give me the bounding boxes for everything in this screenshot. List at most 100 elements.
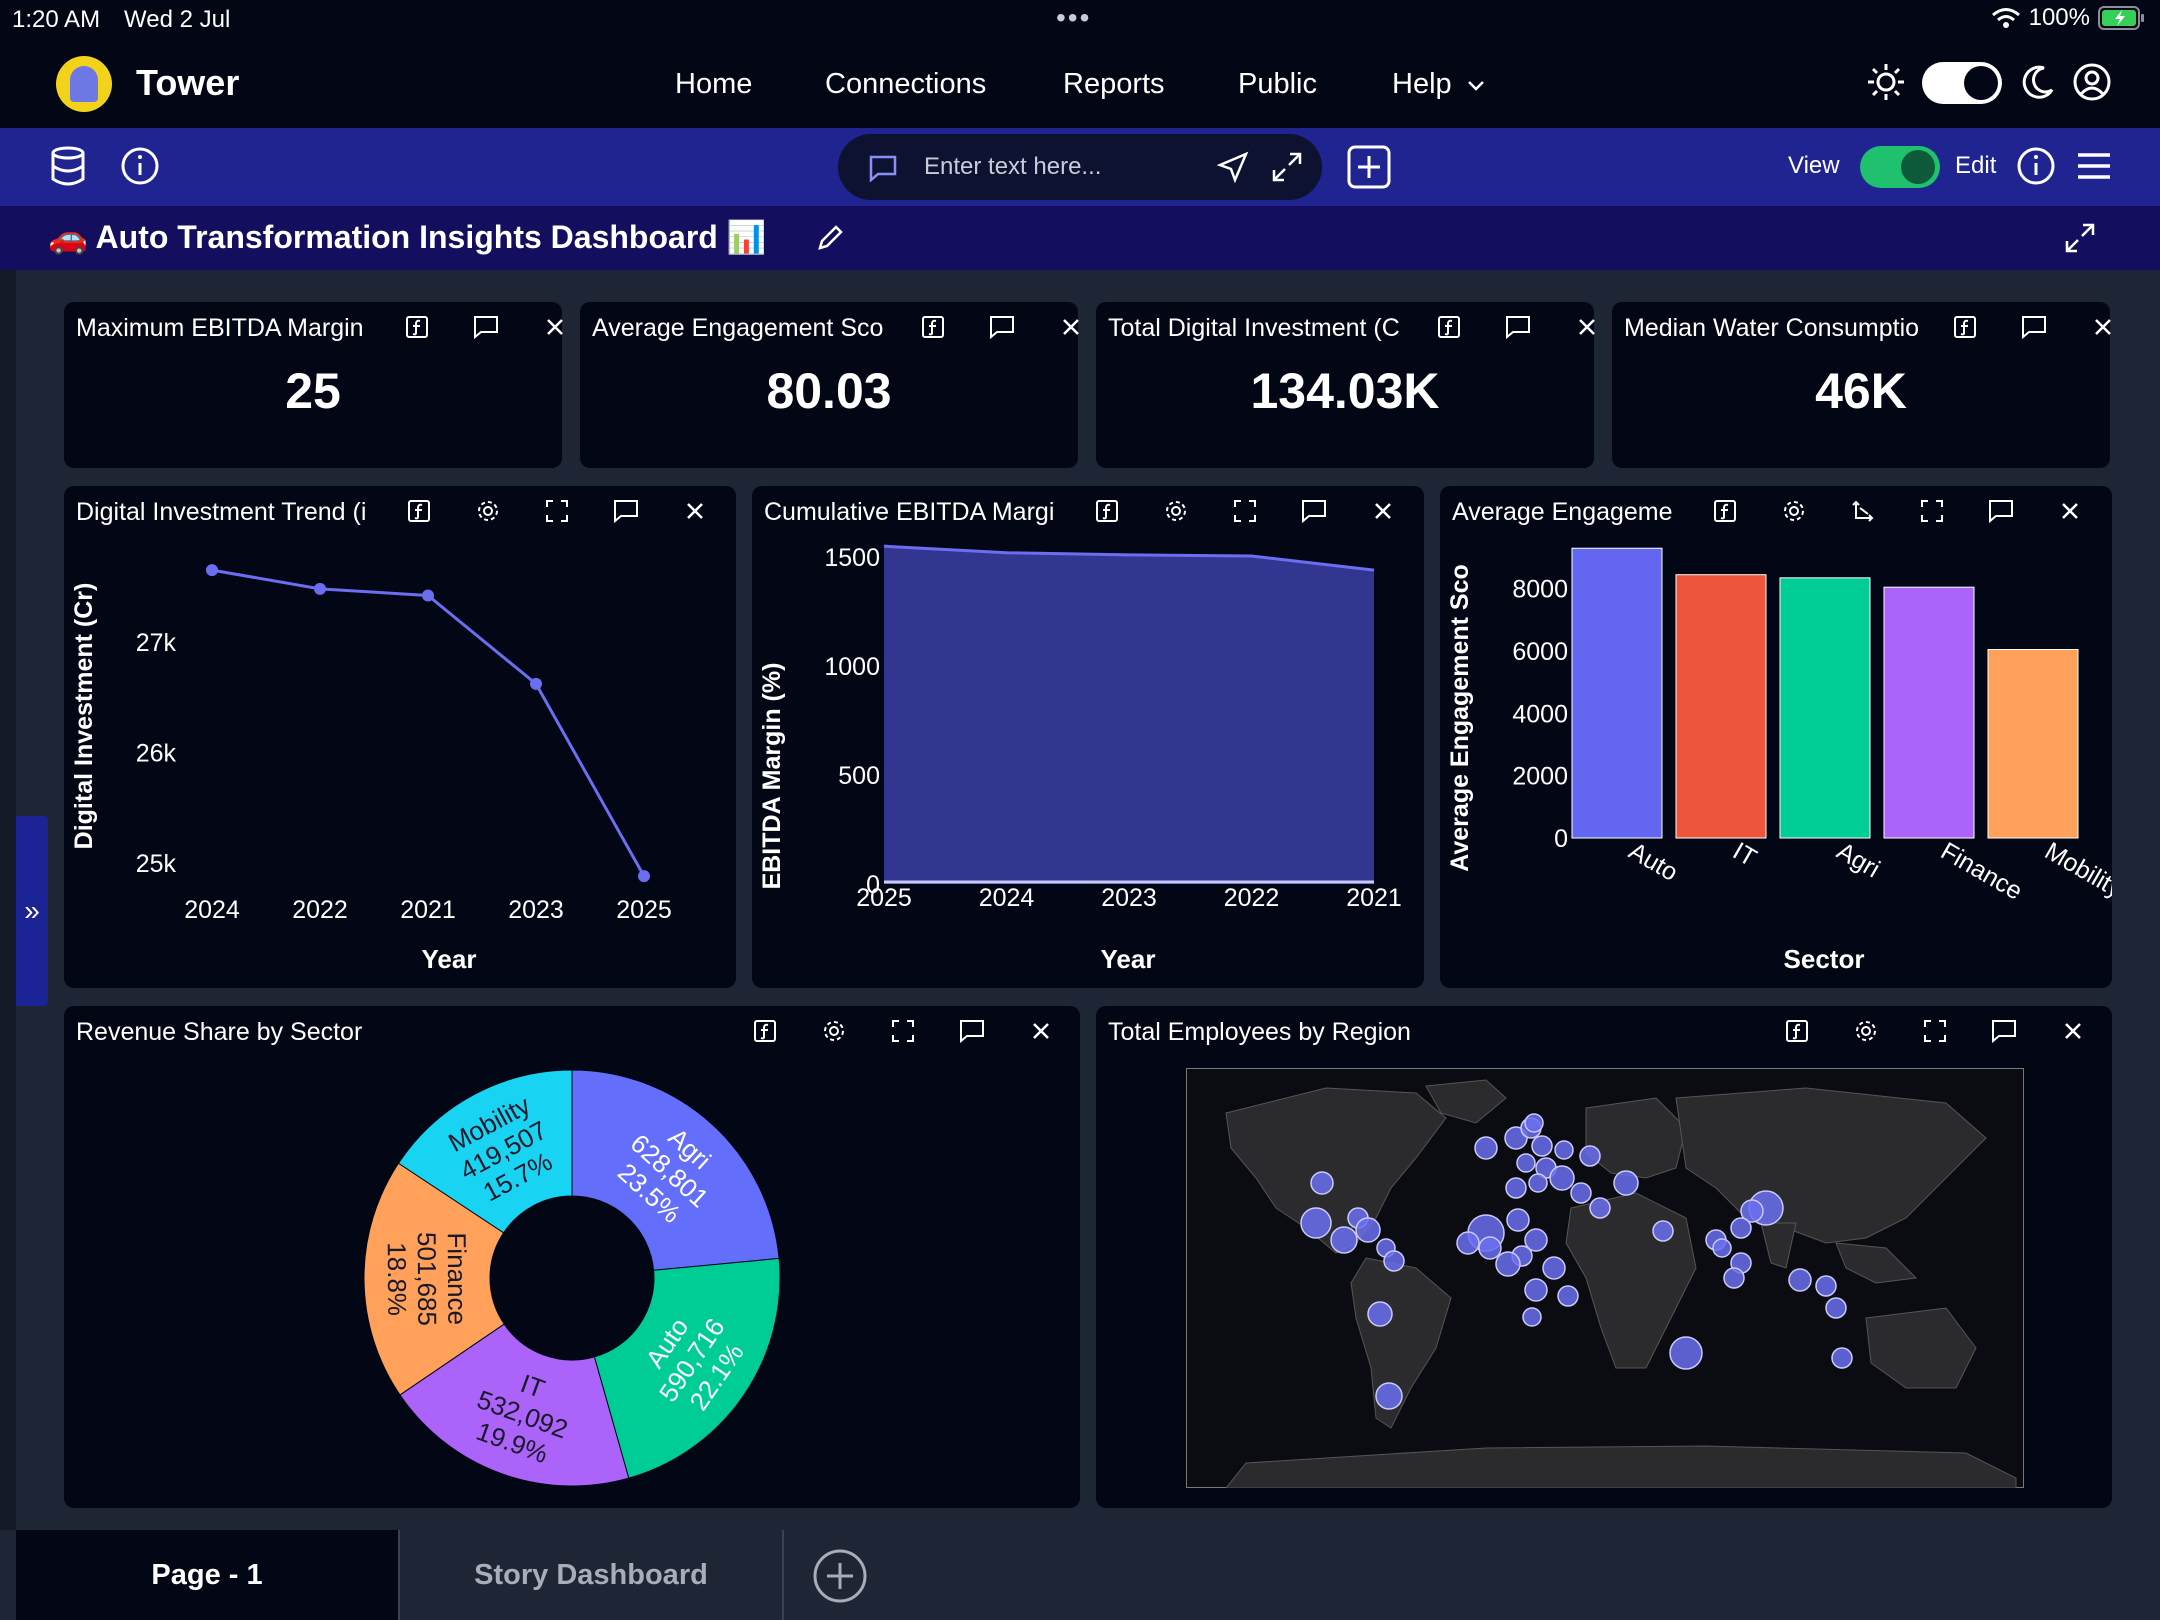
formula-icon[interactable] xyxy=(1950,312,1980,342)
info-icon[interactable] xyxy=(120,146,160,186)
kpi-card-avg-engagement: Average Engagement Sco 80.03 xyxy=(580,302,1079,468)
formula-icon[interactable] xyxy=(1782,1016,1812,1046)
sidebar-expand-handle[interactable]: » xyxy=(16,816,48,1006)
tab-page-1[interactable]: Page - 1 xyxy=(16,1530,400,1620)
edit-pencil-icon[interactable] xyxy=(814,222,846,254)
x-tick-label: Auto xyxy=(1624,837,1683,887)
chat-bubble-icon xyxy=(869,155,897,182)
x-tick-label: IT xyxy=(1728,837,1761,872)
bar xyxy=(1675,574,1767,839)
data-point xyxy=(638,870,650,883)
y-tick-label: 6000 xyxy=(1512,638,1568,666)
chart-title: Average Engageme xyxy=(1452,498,1673,526)
x-tick-label: 2022 xyxy=(292,896,348,924)
maximize-icon[interactable] xyxy=(1230,496,1260,526)
formula-icon[interactable] xyxy=(1434,312,1464,342)
x-tick-label: 2022 xyxy=(1224,884,1280,912)
comment-icon[interactable] xyxy=(1503,312,1533,342)
area-chart: EBITDA Margin (%) Year 0 500 1000 1500 2025 2… xyxy=(758,544,1402,974)
maximize-icon[interactable] xyxy=(888,1016,918,1046)
close-icon[interactable] xyxy=(2055,496,2085,526)
nav-help[interactable]: Help xyxy=(1392,68,1486,101)
comment-icon[interactable] xyxy=(987,312,1017,342)
kpi-title: Total Digital Investment (C xyxy=(1108,314,1400,342)
slice-label: 18.8% xyxy=(382,1242,412,1316)
x-axis-label: Year xyxy=(422,944,477,974)
formula-icon[interactable] xyxy=(750,1016,780,1046)
y-tick-label: 8000 xyxy=(1512,576,1568,604)
sun-icon[interactable] xyxy=(1866,62,1906,102)
close-icon[interactable] xyxy=(1368,496,1398,526)
formula-icon[interactable] xyxy=(1092,496,1122,526)
x-tick-label: 2021 xyxy=(1346,884,1402,912)
comment-icon[interactable] xyxy=(1299,496,1329,526)
kpi-title: Median Water Consumptio xyxy=(1624,314,1920,342)
maximize-icon[interactable] xyxy=(542,496,572,526)
bar xyxy=(1987,648,2079,839)
comment-icon[interactable] xyxy=(1986,496,2016,526)
line-chart: Digital Investment (Cr) Year 25k 26k 27k 20… xyxy=(70,564,672,974)
nav-home[interactable]: Home xyxy=(675,68,753,100)
comment-icon[interactable] xyxy=(2019,312,2049,342)
gear-icon[interactable] xyxy=(1851,1016,1881,1046)
x-axis-label: Sector xyxy=(1784,944,1865,974)
gear-icon[interactable] xyxy=(819,1016,849,1046)
donut-slice xyxy=(571,1069,780,1271)
swap-axes-icon[interactable] xyxy=(1848,496,1878,526)
nav-reports[interactable]: Reports xyxy=(1063,68,1165,100)
gear-icon[interactable] xyxy=(1779,496,1809,526)
close-icon[interactable] xyxy=(2058,1016,2088,1046)
fullscreen-icon[interactable] xyxy=(2064,222,2096,254)
multitasking-dots-icon[interactable]: ••• xyxy=(1056,2,1092,33)
send-icon[interactable] xyxy=(1216,150,1250,184)
close-icon[interactable] xyxy=(540,312,570,342)
gear-icon[interactable] xyxy=(1161,496,1191,526)
data-point xyxy=(530,677,542,690)
info-circle-icon[interactable] xyxy=(2016,146,2056,186)
y-tick-label: 4000 xyxy=(1512,700,1568,728)
comment-icon[interactable] xyxy=(1989,1016,2019,1046)
status-date: Wed 2 Jul xyxy=(124,6,231,33)
tab-story-dashboard[interactable]: Story Dashboard xyxy=(400,1530,784,1620)
hamburger-menu-icon[interactable] xyxy=(2074,146,2114,186)
expand-icon[interactable] xyxy=(1270,150,1304,184)
left-gutter xyxy=(0,270,16,1530)
formula-icon[interactable] xyxy=(402,312,432,342)
gear-icon[interactable] xyxy=(473,496,503,526)
close-icon[interactable] xyxy=(1572,312,1602,342)
donut-slice xyxy=(399,1323,630,1487)
y-axis-label: Digital Investment (Cr) xyxy=(70,583,98,850)
formula-icon[interactable] xyxy=(1710,496,1740,526)
comment-icon[interactable] xyxy=(611,496,641,526)
donut-slice xyxy=(593,1257,781,1479)
close-icon[interactable] xyxy=(1056,312,1086,342)
nav-public[interactable]: Public xyxy=(1238,68,1317,100)
tower-logo-icon[interactable] xyxy=(56,56,112,112)
close-icon[interactable] xyxy=(2088,312,2118,342)
add-page-icon[interactable] xyxy=(812,1548,868,1604)
y-tick-label: 27k xyxy=(136,629,177,657)
close-icon[interactable] xyxy=(1026,1016,1056,1046)
slice-label: 501,685 xyxy=(412,1232,443,1326)
maximize-icon[interactable] xyxy=(1920,1016,1950,1046)
nav-connections[interactable]: Connections xyxy=(825,68,987,100)
prompt-input[interactable] xyxy=(922,151,1192,183)
database-icon[interactable] xyxy=(50,146,86,186)
slice-label: Finance xyxy=(442,1232,473,1325)
y-tick-label: 1000 xyxy=(824,653,880,681)
brand-name[interactable]: Tower xyxy=(136,62,240,103)
theme-toggle[interactable] xyxy=(1922,62,2002,104)
user-account-icon[interactable] xyxy=(2072,62,2112,102)
comment-icon[interactable] xyxy=(471,312,501,342)
formula-icon[interactable] xyxy=(918,312,948,342)
comment-icon[interactable] xyxy=(957,1016,987,1046)
moon-icon[interactable] xyxy=(2018,62,2058,102)
maximize-icon[interactable] xyxy=(1917,496,1947,526)
status-right: 100% xyxy=(1991,4,2146,32)
add-widget-icon[interactable] xyxy=(1346,144,1392,190)
australia-shape xyxy=(1865,1307,1977,1389)
chevron-down-icon xyxy=(1467,81,1484,91)
close-icon[interactable] xyxy=(680,496,710,526)
view-edit-toggle[interactable] xyxy=(1860,146,1940,188)
formula-icon[interactable] xyxy=(404,496,434,526)
